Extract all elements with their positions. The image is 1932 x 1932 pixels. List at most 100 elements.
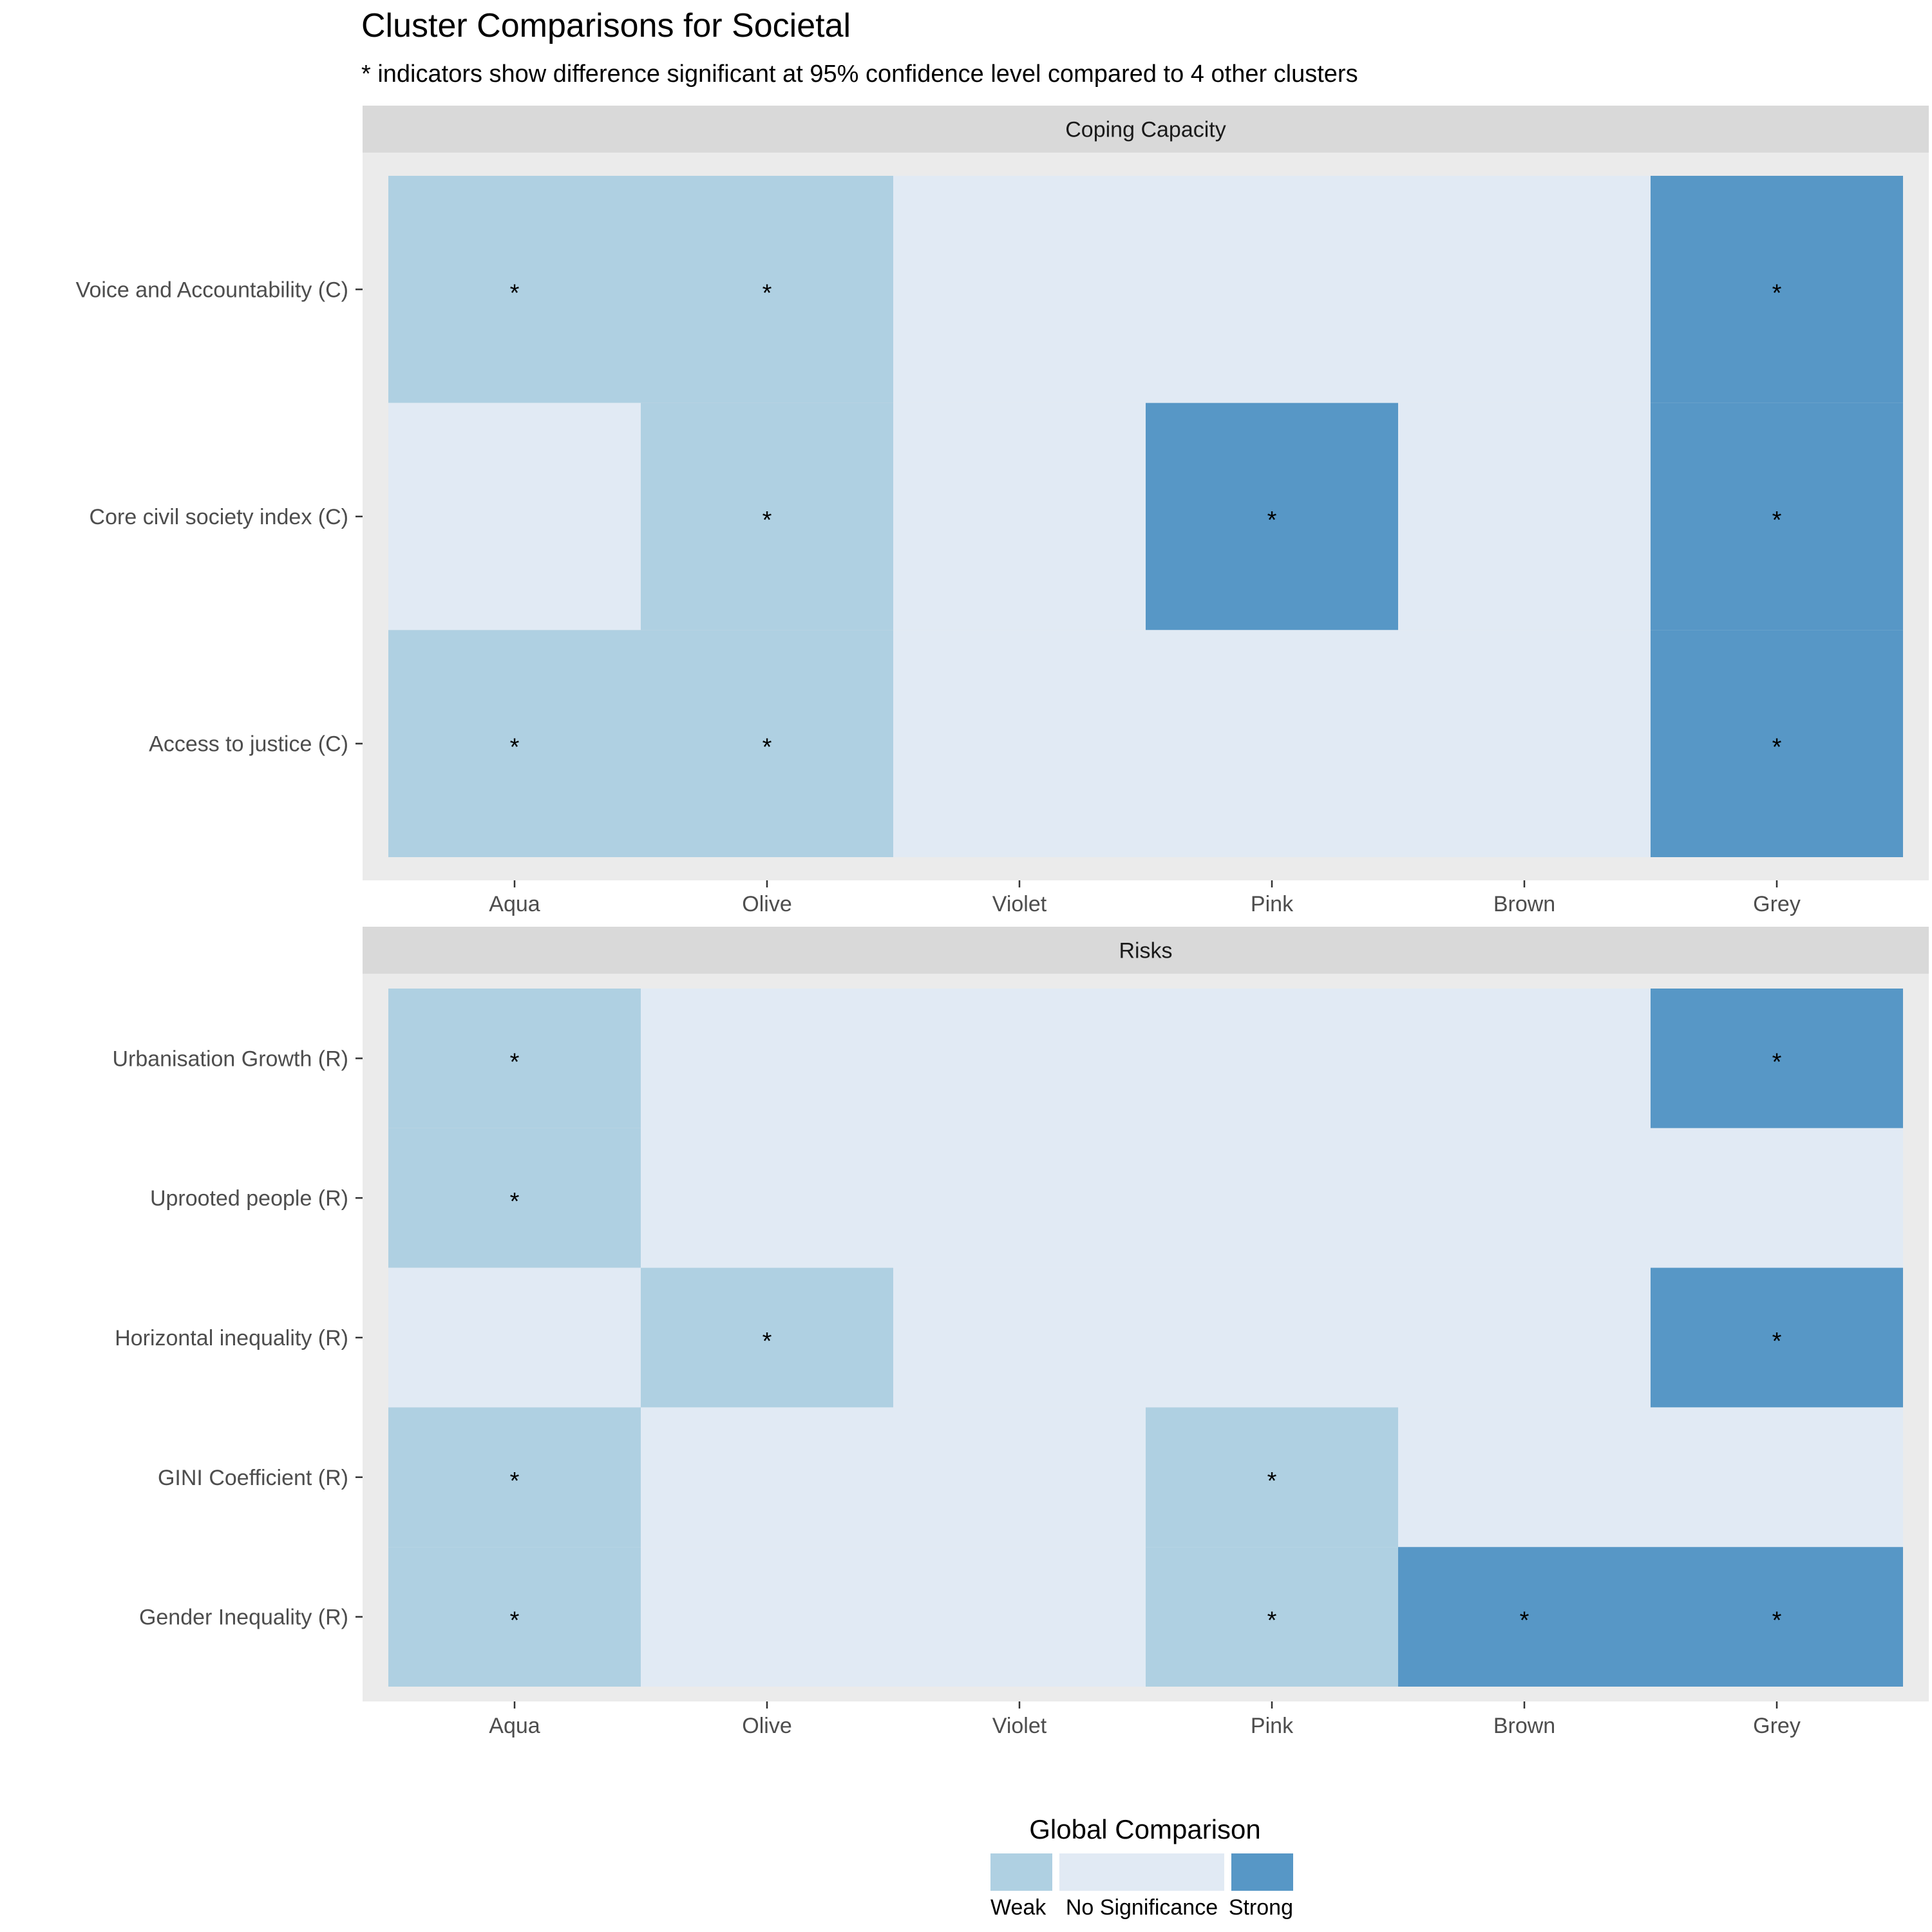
heatmap-cell xyxy=(388,402,641,630)
heatmap-cell xyxy=(1398,989,1651,1128)
x-tick-label: Aqua xyxy=(489,892,540,916)
significance-marker: * xyxy=(762,279,772,307)
heatmap-cell xyxy=(1146,1128,1398,1268)
x-tick-label: Pink xyxy=(1251,892,1294,916)
heatmap-cell xyxy=(388,989,641,1128)
heatmap-cell xyxy=(893,1267,1146,1408)
heatmap-cell xyxy=(1651,1547,1903,1687)
heatmap-cell xyxy=(1146,1407,1398,1548)
x-tick-label: Aqua xyxy=(489,1714,540,1738)
significance-marker: * xyxy=(510,1048,520,1075)
x-tick-label: Violet xyxy=(992,1714,1047,1738)
heatmap-cell xyxy=(388,1547,641,1687)
legend-label: Weak xyxy=(990,1895,1046,1920)
significance-marker: * xyxy=(1772,1607,1782,1634)
y-tick-label: Uprooted people (R) xyxy=(150,1186,348,1211)
heatmap-cell xyxy=(641,630,893,857)
heatmap-cell xyxy=(1398,1267,1651,1408)
heatmap-cell xyxy=(1651,1267,1903,1408)
x-tick-label: Grey xyxy=(1753,892,1801,916)
significance-marker: * xyxy=(1772,1328,1782,1355)
heatmap-cell xyxy=(388,176,641,403)
facet-strip-label: Risks xyxy=(1119,939,1172,963)
facet-strip xyxy=(363,106,1929,153)
heatmap-cell xyxy=(641,1547,893,1687)
heatmap-cell xyxy=(893,1547,1146,1687)
significance-marker: * xyxy=(1772,734,1782,761)
legend-title: Global Comparison xyxy=(1029,1814,1261,1844)
heatmap-cell xyxy=(1398,1128,1651,1268)
y-tick-label: Access to justice (C) xyxy=(149,732,348,757)
y-tick-label: Gender Inequality (R) xyxy=(139,1605,348,1630)
legend-key xyxy=(1231,1853,1293,1891)
significance-marker: * xyxy=(510,1607,520,1634)
heatmap-cell xyxy=(1651,630,1903,857)
heatmap-cell xyxy=(1146,630,1398,857)
heatmap-cell xyxy=(1651,989,1903,1128)
y-tick-label: Urbanisation Growth (R) xyxy=(112,1046,348,1071)
significance-marker: * xyxy=(762,507,772,534)
heatmap-cell xyxy=(1398,1407,1651,1548)
significance-marker: * xyxy=(1267,1607,1277,1634)
significance-marker: * xyxy=(510,1188,520,1215)
heatmap-cell xyxy=(388,1267,641,1408)
significance-marker: * xyxy=(1267,507,1277,534)
significance-marker: * xyxy=(762,734,772,761)
y-tick-label: GINI Coefficient (R) xyxy=(158,1466,348,1490)
x-tick-label: Olive xyxy=(742,1714,791,1738)
significance-marker: * xyxy=(1772,279,1782,307)
heatmap-cell xyxy=(1146,1547,1398,1687)
heatmap-cell xyxy=(641,402,893,630)
y-tick-label: Horizontal inequality (R) xyxy=(115,1326,348,1350)
heatmap-cell xyxy=(388,630,641,857)
y-tick-label: Voice and Accountability (C) xyxy=(76,278,348,302)
legend-label: Strong xyxy=(1229,1895,1293,1920)
heatmap-cell xyxy=(1146,1267,1398,1408)
heatmap-cell xyxy=(641,989,893,1128)
chart-subtitle: * indicators show difference significant… xyxy=(361,61,1358,88)
heatmap-cell xyxy=(641,1267,893,1408)
heatmap-cell xyxy=(893,402,1146,630)
heatmap-cell xyxy=(1651,176,1903,403)
significance-marker: * xyxy=(1520,1607,1530,1634)
legend-key xyxy=(1059,1853,1224,1891)
significance-marker: * xyxy=(1267,1468,1277,1495)
heatmap-cell xyxy=(893,630,1146,857)
y-tick-label: Core civil society index (C) xyxy=(90,505,348,529)
heatmap-cell xyxy=(1146,176,1398,403)
significance-marker: * xyxy=(1772,507,1782,534)
heatmap-cell xyxy=(893,989,1146,1128)
heatmap-cell xyxy=(1398,1547,1651,1687)
significance-marker: * xyxy=(510,279,520,307)
heatmap-cell xyxy=(1651,402,1903,630)
heatmap-cell xyxy=(1398,402,1651,630)
heatmap-cell xyxy=(1398,630,1651,857)
heatmap-cell xyxy=(1651,1128,1903,1268)
heatmap-cell xyxy=(1146,402,1398,630)
chart-title: Cluster Comparisons for Societal xyxy=(361,7,851,44)
x-tick-label: Olive xyxy=(742,892,791,916)
significance-marker: * xyxy=(762,1328,772,1355)
x-tick-label: Brown xyxy=(1493,892,1555,916)
heatmap-cell xyxy=(893,176,1146,403)
significance-marker: * xyxy=(510,1468,520,1495)
heatmap-cell xyxy=(641,176,893,403)
heatmap-cell xyxy=(388,1407,641,1548)
x-tick-label: Brown xyxy=(1493,1714,1555,1738)
heatmap-cell xyxy=(388,1128,641,1268)
heatmap-cell xyxy=(893,1407,1146,1548)
facet-strip xyxy=(363,927,1929,974)
heatmap-cell xyxy=(893,1128,1146,1268)
facet-strip-label: Coping Capacity xyxy=(1065,118,1226,142)
x-tick-label: Violet xyxy=(992,892,1047,916)
heatmap-cell xyxy=(641,1407,893,1548)
heatmap-cell xyxy=(1651,1407,1903,1548)
heatmap-cell xyxy=(1146,989,1398,1128)
legend-label: No Significance xyxy=(1066,1895,1218,1920)
x-tick-label: Pink xyxy=(1251,1714,1294,1738)
heatmap-cell xyxy=(1398,176,1651,403)
significance-marker: * xyxy=(510,734,520,761)
x-tick-label: Grey xyxy=(1753,1714,1801,1738)
heatmap-cell xyxy=(641,1128,893,1268)
